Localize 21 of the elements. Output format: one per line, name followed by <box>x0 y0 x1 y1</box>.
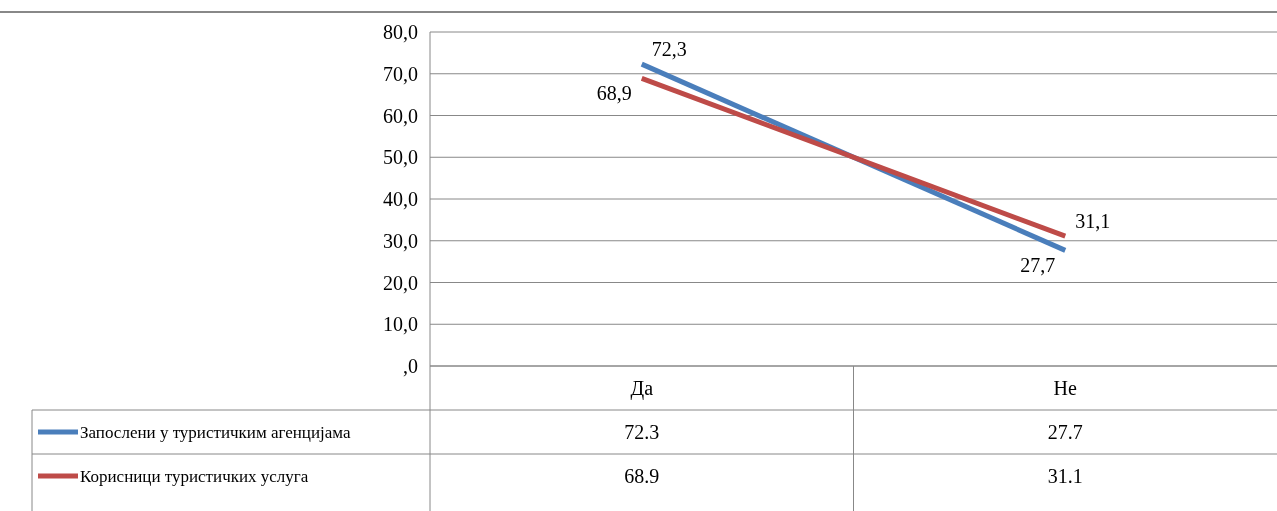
y-tick-label: 20,0 <box>383 271 418 294</box>
data-label: 72.3 <box>624 421 660 443</box>
y-tick-label: 40,0 <box>383 188 418 210</box>
annotation: 72,3 <box>651 38 687 61</box>
y-tick-label: 50,0 <box>383 146 418 169</box>
data-label: 27.7 <box>1047 421 1083 443</box>
y-tick-label: 80,0 <box>383 21 418 43</box>
y-tick-label: ,0 <box>403 355 418 377</box>
annotation: 27,7 <box>1020 254 1056 277</box>
annotation: 31,1 <box>1075 210 1111 233</box>
x-tick-label: Да <box>630 377 654 400</box>
legend-label: Корисници туристичких услуга <box>80 466 309 486</box>
y-tick-label: 10,0 <box>383 313 418 336</box>
y-tick-label: 70,0 <box>383 62 418 85</box>
y-tick-label: 60,0 <box>383 104 418 127</box>
annotation: 68,9 <box>596 82 632 105</box>
y-tick-label: 30,0 <box>383 229 418 252</box>
x-tick-label: Не <box>1053 377 1078 399</box>
data-label: 68.9 <box>624 465 660 487</box>
data-label: 31.1 <box>1047 465 1083 487</box>
legend-label: Запослени у туристичким агенцијама <box>80 422 351 442</box>
